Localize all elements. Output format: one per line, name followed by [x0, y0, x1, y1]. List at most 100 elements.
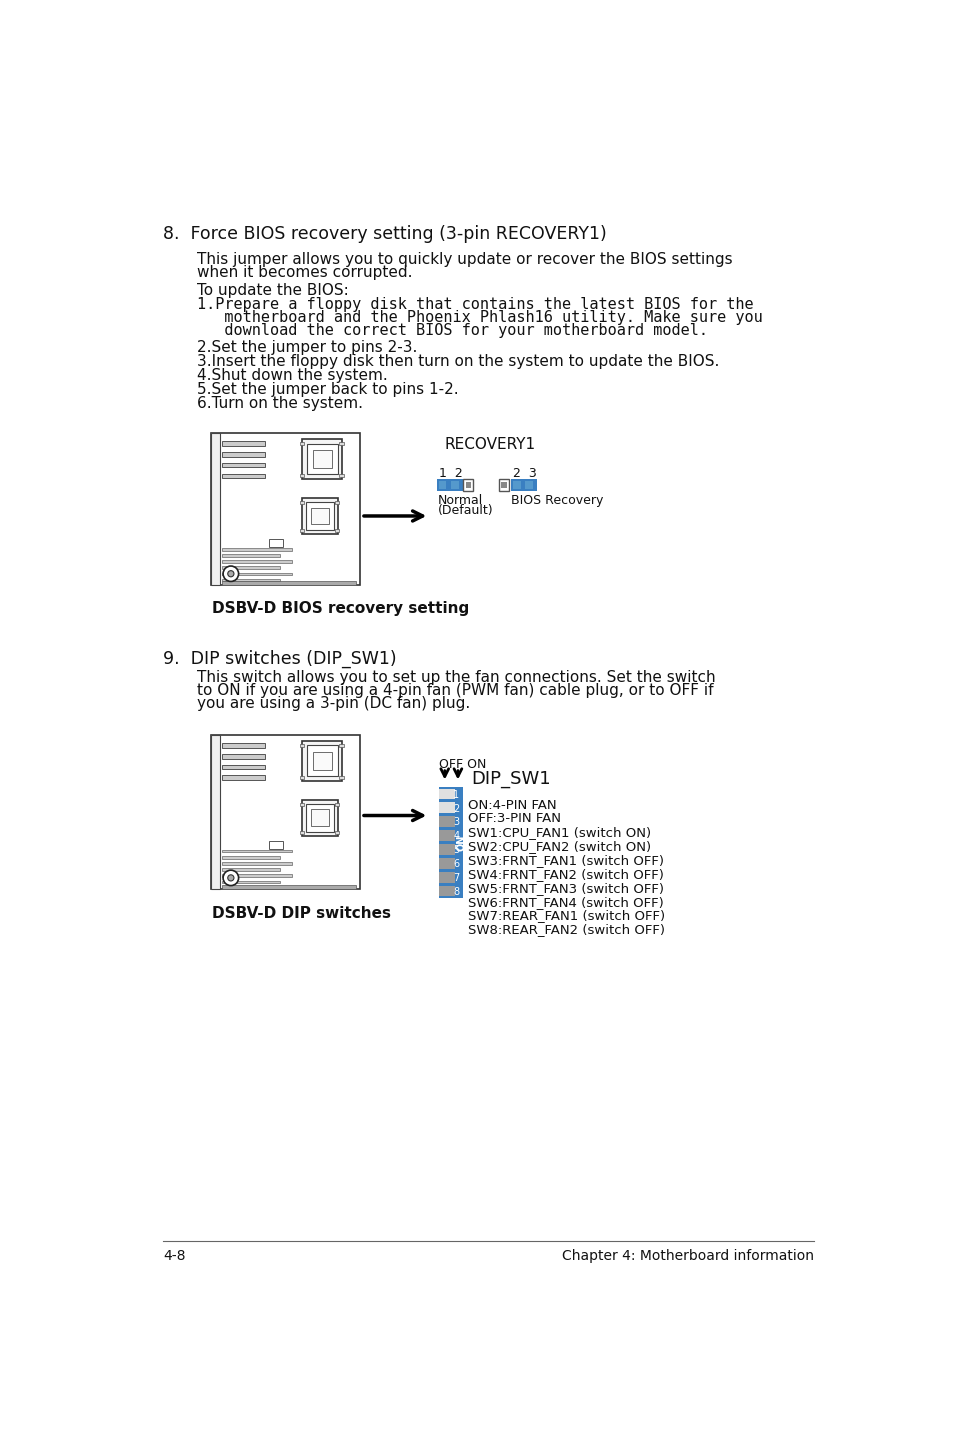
- Bar: [222, 869, 280, 871]
- Text: OFF ON: OFF ON: [438, 758, 485, 771]
- Text: SW7:REAR_FAN1 (switch OFF): SW7:REAR_FAN1 (switch OFF): [468, 909, 664, 922]
- Bar: [222, 743, 265, 748]
- Bar: [211, 433, 220, 584]
- Circle shape: [223, 567, 238, 581]
- Text: This jumper allows you to quickly update or recover the BIOS settings: This jumper allows you to quickly update…: [196, 252, 732, 267]
- Bar: [222, 473, 265, 479]
- Text: (Default): (Default): [437, 505, 493, 518]
- Bar: [302, 439, 342, 479]
- Text: you are using a 3-pin (DC fan) plug.: you are using a 3-pin (DC fan) plug.: [196, 696, 470, 712]
- Text: SW6:FRNT_FAN4 (switch OFF): SW6:FRNT_FAN4 (switch OFF): [468, 896, 663, 909]
- Text: DIP_SW1: DIP_SW1: [471, 771, 550, 788]
- Bar: [335, 529, 339, 532]
- Text: 9.  DIP switches (DIP_SW1): 9. DIP switches (DIP_SW1): [163, 650, 396, 669]
- Text: 2  3: 2 3: [513, 467, 537, 480]
- Text: SW1:CPU_FAN1 (switch ON): SW1:CPU_FAN1 (switch ON): [468, 827, 651, 840]
- Bar: [439, 817, 455, 827]
- Text: 2: 2: [453, 804, 459, 814]
- Bar: [302, 741, 342, 781]
- Text: 5.Set the jumper back to pins 1-2.: 5.Set the jumper back to pins 1-2.: [196, 383, 457, 397]
- Bar: [299, 804, 304, 807]
- Text: 2.Set the jumper to pins 2-3.: 2.Set the jumper to pins 2-3.: [196, 341, 416, 355]
- Text: to ON if you are using a 4-pin fan (PWM fan) cable plug, or to OFF if: to ON if you are using a 4-pin fan (PWM …: [196, 683, 713, 697]
- Text: motherboard and the Phoenix Phlash16 utility. Make sure you: motherboard and the Phoenix Phlash16 uti…: [196, 311, 761, 325]
- Circle shape: [228, 874, 233, 881]
- Text: 1.Prepare a floppy disk that contains the latest BIOS for the: 1.Prepare a floppy disk that contains th…: [196, 298, 753, 312]
- Text: download the correct BIOS for your motherboard model.: download the correct BIOS for your mothe…: [196, 324, 707, 338]
- Bar: [438, 480, 446, 489]
- Bar: [222, 452, 265, 457]
- Bar: [306, 502, 334, 529]
- Text: 1: 1: [453, 789, 459, 800]
- Bar: [211, 735, 220, 889]
- Text: SW8:REAR_FAN2 (switch OFF): SW8:REAR_FAN2 (switch OFF): [468, 923, 664, 936]
- Text: 8: 8: [453, 887, 459, 897]
- Text: SW2:CPU_FAN2 (switch ON): SW2:CPU_FAN2 (switch ON): [468, 840, 651, 853]
- Bar: [511, 479, 537, 492]
- Bar: [222, 754, 265, 758]
- Bar: [222, 863, 292, 864]
- Text: 3.Insert the floppy disk then turn on the system to update the BIOS.: 3.Insert the floppy disk then turn on th…: [196, 354, 719, 370]
- Bar: [222, 567, 280, 569]
- Bar: [307, 443, 337, 475]
- Bar: [299, 743, 304, 746]
- Text: 5: 5: [453, 846, 459, 856]
- Bar: [451, 480, 458, 489]
- Bar: [500, 482, 506, 489]
- Bar: [299, 777, 304, 779]
- Bar: [222, 884, 355, 889]
- Bar: [222, 554, 280, 557]
- Bar: [222, 880, 280, 883]
- Bar: [439, 844, 455, 854]
- Text: BIOS Recovery: BIOS Recovery: [510, 495, 602, 508]
- Bar: [269, 539, 282, 546]
- Text: 7: 7: [453, 873, 459, 883]
- Bar: [222, 765, 265, 769]
- Text: SW4:FRNT_FAN2 (switch OFF): SW4:FRNT_FAN2 (switch OFF): [468, 869, 663, 881]
- Bar: [313, 752, 332, 771]
- Text: 4-8: 4-8: [163, 1250, 186, 1263]
- Bar: [439, 802, 455, 814]
- Bar: [465, 482, 471, 489]
- Bar: [222, 572, 292, 575]
- Circle shape: [228, 571, 233, 577]
- Bar: [299, 831, 304, 834]
- Text: Chapter 4: Motherboard information: Chapter 4: Motherboard information: [562, 1250, 814, 1263]
- Text: when it becomes corrupted.: when it becomes corrupted.: [196, 265, 412, 280]
- Text: 6: 6: [453, 858, 459, 869]
- Bar: [222, 548, 292, 551]
- Bar: [463, 479, 473, 492]
- Bar: [339, 475, 344, 477]
- Text: DSBV-D DIP switches: DSBV-D DIP switches: [212, 906, 391, 920]
- Bar: [339, 743, 344, 746]
- Bar: [299, 502, 304, 505]
- Bar: [525, 480, 533, 489]
- Bar: [513, 480, 520, 489]
- Text: DSBV-D BIOS recovery setting: DSBV-D BIOS recovery setting: [212, 601, 469, 617]
- Bar: [269, 841, 282, 848]
- Text: ON: ON: [456, 834, 465, 851]
- Bar: [299, 529, 304, 532]
- Bar: [335, 804, 339, 807]
- Bar: [439, 830, 455, 841]
- Bar: [302, 499, 337, 533]
- Bar: [222, 856, 280, 858]
- Bar: [302, 800, 337, 835]
- Bar: [222, 850, 292, 853]
- Bar: [436, 479, 462, 492]
- Bar: [211, 433, 359, 584]
- Text: SW3:FRNT_FAN1 (switch OFF): SW3:FRNT_FAN1 (switch OFF): [468, 854, 663, 867]
- Circle shape: [223, 870, 238, 886]
- Bar: [439, 886, 455, 896]
- Bar: [222, 581, 355, 584]
- Bar: [222, 441, 265, 446]
- Text: 6.Turn on the system.: 6.Turn on the system.: [196, 395, 362, 411]
- Bar: [222, 561, 292, 562]
- Text: Normal: Normal: [437, 495, 482, 508]
- Bar: [498, 479, 509, 492]
- Text: 3: 3: [453, 817, 459, 827]
- Bar: [339, 777, 344, 779]
- Text: OFF:3-PIN FAN: OFF:3-PIN FAN: [468, 812, 560, 825]
- Bar: [439, 871, 455, 883]
- Bar: [307, 745, 337, 777]
